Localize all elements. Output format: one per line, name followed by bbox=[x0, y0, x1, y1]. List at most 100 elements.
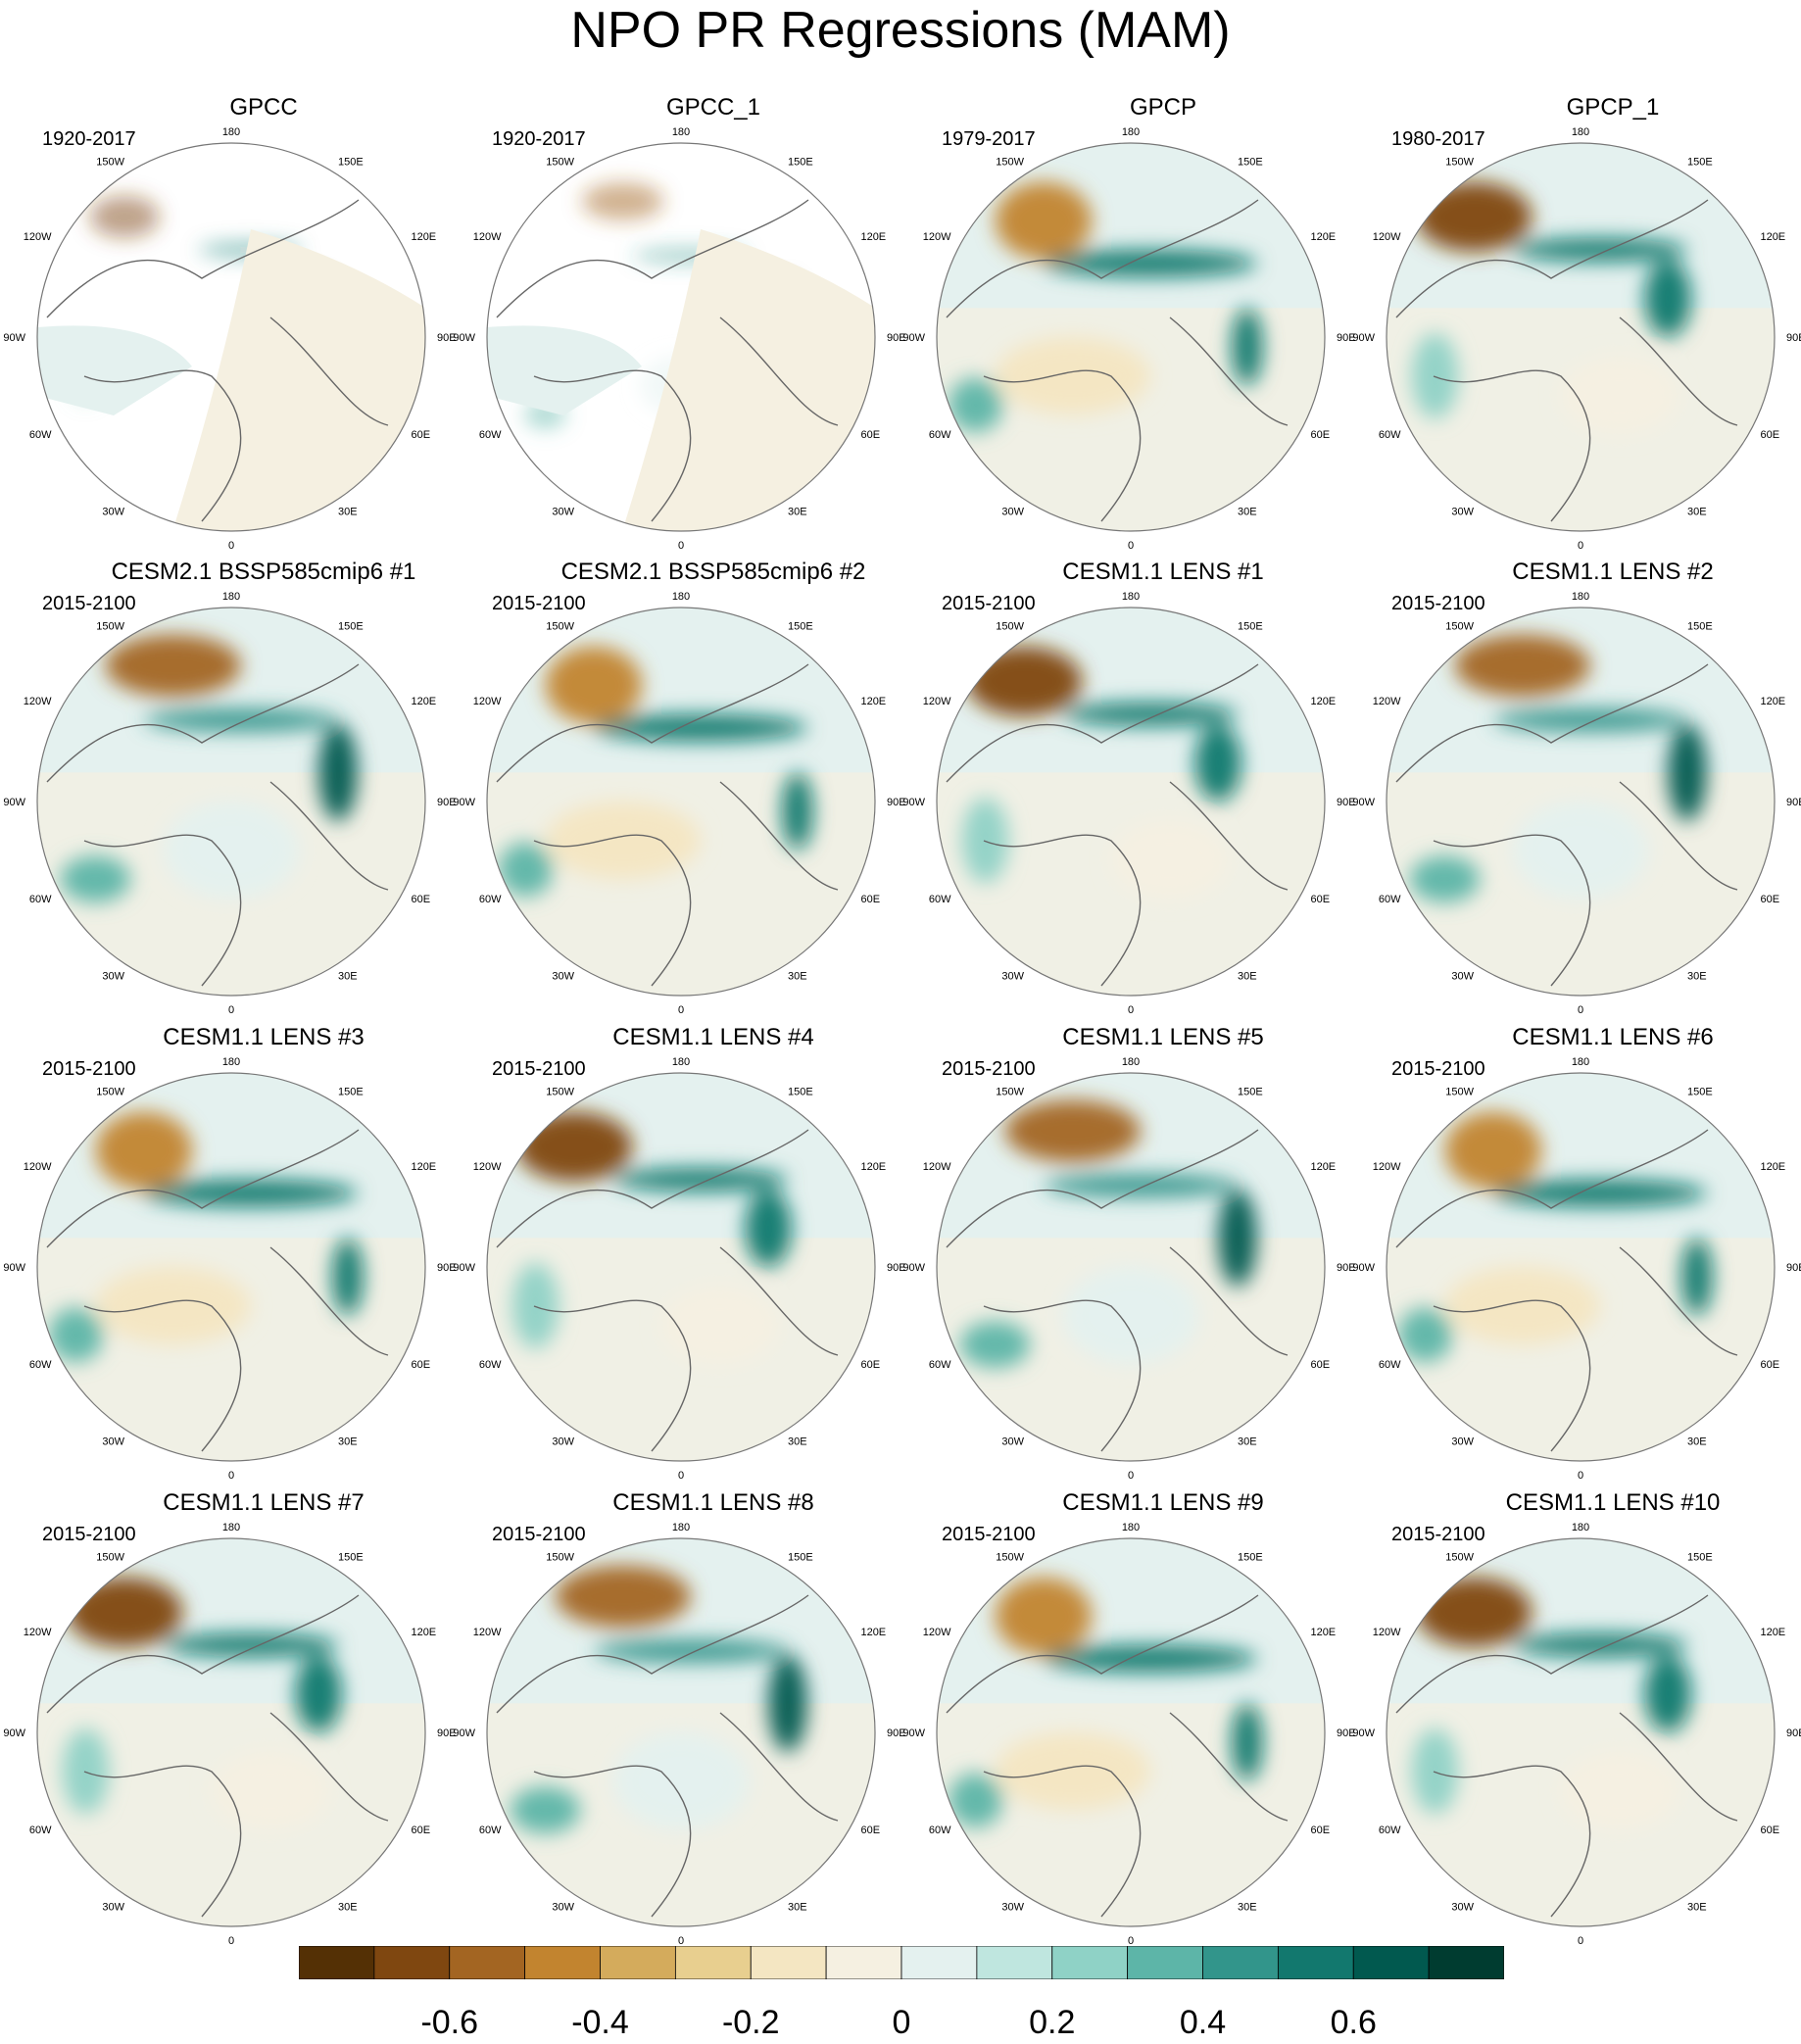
longitude-label: 0 bbox=[228, 540, 234, 552]
longitude-label: 0 bbox=[1578, 1470, 1583, 1482]
longitude-label: 120W bbox=[24, 231, 52, 243]
longitude-label: 150W bbox=[1445, 621, 1474, 633]
longitude-label: 120E bbox=[1310, 1627, 1336, 1638]
longitude-label: 90E bbox=[1337, 1728, 1356, 1739]
longitude-label: 120W bbox=[473, 1627, 502, 1638]
longitude-label: 180 bbox=[222, 591, 240, 603]
longitude-label: 30W bbox=[1451, 970, 1474, 982]
panel-title: CESM2.1 BSSP585cmip6 #2 bbox=[560, 559, 866, 585]
longitude-label: 30E bbox=[1687, 970, 1707, 982]
longitude-label: 90W bbox=[453, 1262, 475, 1274]
polar-map: 180 150E 150W 120E 120W 90E 90W 60E 60W 30E 30W 0 bbox=[1352, 591, 1801, 1016]
longitude-label: 60E bbox=[1310, 1825, 1330, 1836]
polar-map: 180 150E 150W 120E 120W 90E 90W 60E 60W 30E 30W 0 bbox=[902, 591, 1355, 1016]
longitude-label: 150W bbox=[546, 157, 574, 169]
longitude-label: 120W bbox=[24, 1161, 52, 1173]
longitude-label: 120W bbox=[1373, 1161, 1401, 1173]
map-panel: CESM1.1 LENS #3 180 150E 150W 120E 120W 90E 90W… bbox=[3, 1024, 488, 1484]
longitude-label: 180 bbox=[1572, 126, 1589, 138]
longitude-label: 120W bbox=[923, 1627, 951, 1638]
colorbar-swatch bbox=[524, 1946, 601, 1979]
longitude-label: 90E bbox=[887, 797, 906, 808]
polar-map: 180 150E 150W 120E 120W 90E 90W 60E 60W 30E 30W 0 bbox=[453, 1056, 905, 1482]
map-panel: CESM1.1 LENS #7 180 150E 150W 120E 120W 90E 90W… bbox=[3, 1489, 488, 1950]
longitude-label: 30E bbox=[1238, 1436, 1257, 1447]
longitude-label: 90E bbox=[1337, 332, 1356, 344]
colorbar-tick-label: -0.6 bbox=[420, 2004, 479, 2041]
longitude-label: 60E bbox=[411, 1359, 430, 1371]
longitude-label: 150E bbox=[788, 1087, 813, 1098]
longitude-label: 120E bbox=[860, 231, 886, 243]
polar-map: 180 150E 150W 120E 120W 90E 90W 60E 60W 30E 30W 0 bbox=[902, 1522, 1356, 1947]
figure-title: NPO PR Regressions (MAM) bbox=[570, 2, 1231, 59]
longitude-label: 150E bbox=[1238, 157, 1263, 169]
panel-period: 2015-2100 bbox=[942, 1058, 1036, 1080]
longitude-label: 120W bbox=[24, 696, 52, 707]
longitude-label: 60E bbox=[411, 894, 430, 905]
longitude-label: 30W bbox=[552, 1901, 574, 1913]
longitude-label: 30W bbox=[102, 1901, 124, 1913]
longitude-label: 120W bbox=[1373, 1627, 1401, 1638]
longitude-label: 120W bbox=[24, 1627, 52, 1638]
colorbar-swatch bbox=[600, 1946, 676, 1979]
colorbar-swatch bbox=[449, 1946, 526, 1979]
colorbar-tick-label: 0.6 bbox=[1330, 2004, 1377, 2041]
longitude-label: 120W bbox=[473, 696, 502, 707]
longitude-label: 90E bbox=[1786, 797, 1801, 808]
longitude-label: 90W bbox=[1352, 1262, 1375, 1274]
longitude-label: 30W bbox=[1001, 970, 1024, 982]
map-panel: CESM2.1 BSSP585cmip6 #1 180 150E 150W 120E 12… bbox=[3, 559, 488, 1019]
longitude-label: 180 bbox=[672, 1522, 690, 1533]
longitude-label: 120W bbox=[923, 1161, 951, 1173]
longitude-label: 180 bbox=[1122, 1056, 1140, 1068]
longitude-label: 150E bbox=[338, 1552, 364, 1564]
polar-map: 180 150E 150W 120E 120W 90E 90W 60E 60W 30E 30W 0 bbox=[1352, 1522, 1801, 1947]
longitude-label: 150W bbox=[996, 1552, 1024, 1564]
longitude-label: 30W bbox=[1001, 506, 1024, 517]
longitude-label: 0 bbox=[1128, 540, 1134, 552]
longitude-label: 30E bbox=[788, 1436, 807, 1447]
colorbar-tick-label: 0.2 bbox=[1029, 2004, 1076, 2041]
panel-period: 2015-2100 bbox=[42, 1524, 136, 1545]
panel-period: 1979-2017 bbox=[942, 128, 1036, 150]
longitude-label: 90W bbox=[3, 797, 25, 808]
longitude-label: 90W bbox=[1352, 332, 1375, 344]
longitude-label: 90W bbox=[1352, 797, 1375, 808]
map-panel: GPCC_1 180 150E 150W 120E 120W 90E 90W 60E 60W 30E… bbox=[453, 94, 938, 555]
longitude-label: 180 bbox=[222, 126, 240, 138]
longitude-label: 150E bbox=[1687, 1087, 1713, 1098]
longitude-label: 120E bbox=[1760, 231, 1785, 243]
longitude-label: 0 bbox=[678, 1470, 684, 1482]
longitude-label: 30W bbox=[1451, 506, 1474, 517]
panel-title: CESM1.1 LENS #8 bbox=[612, 1489, 814, 1516]
longitude-label: 30E bbox=[1238, 1901, 1257, 1913]
longitude-label: 0 bbox=[1578, 1935, 1583, 1947]
longitude-label: 30E bbox=[1687, 1436, 1707, 1447]
panel-period: 2015-2100 bbox=[42, 1058, 136, 1080]
longitude-label: 60W bbox=[1379, 894, 1401, 905]
panel-title: CESM1.1 LENS #5 bbox=[1062, 1024, 1264, 1050]
longitude-label: 150W bbox=[996, 621, 1024, 633]
colorbar bbox=[299, 1946, 1504, 1979]
longitude-label: 150W bbox=[996, 157, 1024, 169]
longitude-label: 120W bbox=[473, 1161, 502, 1173]
colorbar-swatch bbox=[1277, 1946, 1354, 1979]
longitude-label: 150W bbox=[546, 1552, 574, 1564]
polar-map: 180 150E 150W 120E 120W 90E 90W 60E 60W 30E 30W 0 bbox=[902, 126, 1356, 552]
colorbar-tick-label: 0.4 bbox=[1179, 2004, 1227, 2041]
longitude-label: 120E bbox=[1760, 1627, 1785, 1638]
longitude-label: 90E bbox=[437, 1262, 457, 1274]
map-panel: CESM1.1 LENS #4 180 150E 150W 120E 120W 90E 90W… bbox=[453, 1024, 938, 1484]
map-panel: GPCP_1 180 150E 150W 120E 120W 90E 90W 60E 60W 30E… bbox=[1352, 94, 1801, 555]
panel-period: 2015-2100 bbox=[942, 593, 1036, 614]
longitude-label: 60W bbox=[929, 1825, 951, 1836]
panel-title: GPCP_1 bbox=[1566, 94, 1660, 121]
panel-title: CESM1.1 LENS #1 bbox=[1062, 559, 1264, 585]
longitude-label: 150W bbox=[96, 621, 124, 633]
longitude-label: 60E bbox=[1310, 1359, 1330, 1371]
longitude-label: 60W bbox=[1379, 1825, 1401, 1836]
longitude-label: 30W bbox=[102, 970, 124, 982]
polar-map: 180 150E 150W 120E 120W 90E 90W 60E 60W 30E 30W 0 bbox=[3, 591, 457, 1016]
polar-map: 180 150E 150W 120E 120W 90E 90W 60E 60W 30E 30W 0 bbox=[453, 1522, 905, 1947]
longitude-label: 90E bbox=[437, 797, 457, 808]
